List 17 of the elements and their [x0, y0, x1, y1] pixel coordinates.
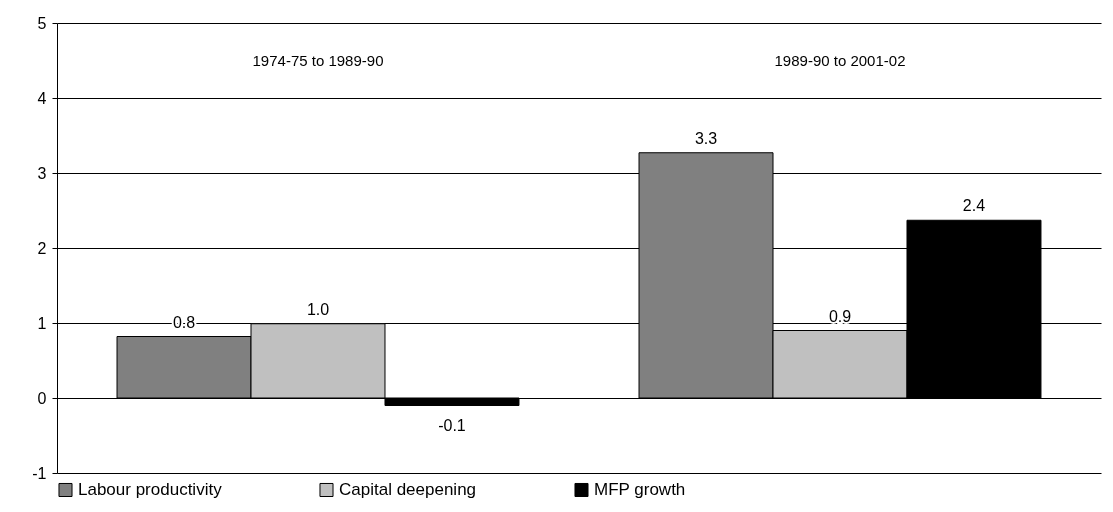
y-tick-label: 1 [37, 314, 47, 332]
data-label: 2.4 [962, 197, 986, 215]
legend-label: MFP growth [594, 479, 686, 499]
y-tick-label: 3 [37, 164, 47, 182]
y-tick-label: 5 [37, 14, 47, 32]
legend-label: Capital deepening [339, 479, 477, 499]
x-tick-label: 1974-75 to 1989-90 [252, 51, 384, 69]
data-label: -0.1 [438, 416, 466, 434]
y-tick-label: 0 [37, 389, 47, 407]
legend-label: Labour productivity [78, 479, 223, 499]
x-tick-label: 1989-90 to 2001-02 [774, 51, 906, 69]
data-label: 3.3 [694, 129, 718, 147]
y-tick-label: 4 [37, 89, 47, 107]
y-tick-label: -1 [32, 464, 47, 482]
data-label: 0.9 [828, 307, 852, 325]
data-label: 1.0 [306, 300, 330, 318]
y-tick-label: 2 [37, 239, 47, 257]
